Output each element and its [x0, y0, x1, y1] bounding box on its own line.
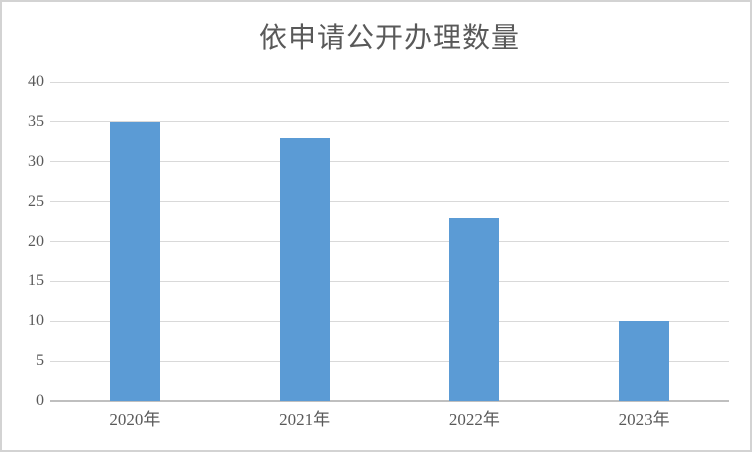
gridline — [50, 360, 729, 362]
bar — [619, 321, 670, 401]
x-axis-category-label: 2021年 — [279, 410, 331, 429]
x-axis-category-label: 2020年 — [109, 410, 161, 429]
gridline — [50, 280, 729, 282]
gridline — [50, 161, 729, 163]
y-axis-tick-label: 30 — [28, 152, 44, 170]
y-axis-tick-label: 5 — [36, 352, 44, 370]
y-axis-tick-label: 25 — [28, 192, 44, 210]
x-axis-category-label: 2023年 — [618, 410, 670, 429]
gridline — [50, 81, 729, 83]
y-axis-tick-label: 20 — [28, 232, 44, 250]
y-axis-tick-label: 10 — [28, 312, 44, 330]
x-axis-line — [50, 400, 729, 402]
x-axis-category-label: 2022年 — [448, 410, 500, 429]
y-axis-tick-label: 15 — [28, 272, 44, 290]
chart-title: 依申请公开办理数量 — [258, 23, 520, 54]
y-axis-tick-label: 0 — [36, 392, 44, 409]
bar — [109, 121, 160, 401]
gridline — [50, 201, 729, 203]
y-axis-tick-label: 40 — [28, 73, 44, 90]
bar — [449, 217, 500, 401]
gridline — [50, 320, 729, 322]
y-axis-tick-label: 35 — [28, 112, 44, 130]
bar — [279, 137, 330, 401]
gridline — [50, 241, 729, 242]
gridline — [50, 121, 729, 123]
